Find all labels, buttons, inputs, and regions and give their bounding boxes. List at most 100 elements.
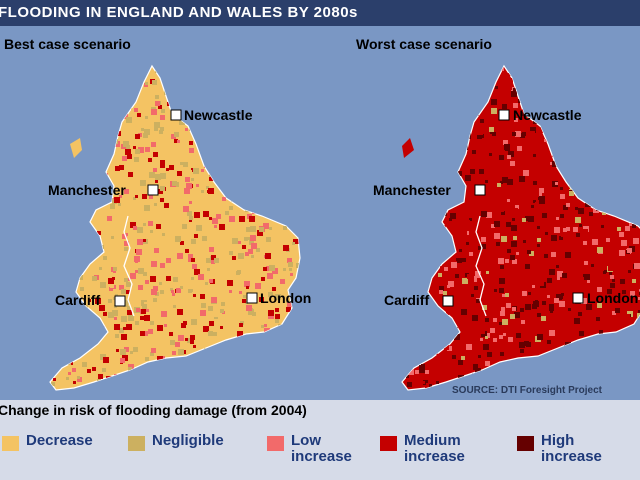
risk-cell — [402, 85, 407, 91]
risk-cell — [638, 297, 640, 300]
risk-cell — [447, 285, 450, 288]
risk-cell — [423, 124, 429, 130]
risk-cell — [84, 126, 89, 131]
risk-cell — [561, 165, 567, 171]
risk-cell — [125, 233, 128, 236]
risk-cell — [148, 382, 154, 388]
risk-cell — [194, 269, 200, 275]
risk-cell — [571, 204, 577, 210]
risk-cell — [597, 303, 602, 308]
risk-cell — [565, 252, 571, 258]
risk-cell — [461, 356, 465, 360]
risk-cell — [507, 78, 513, 84]
risk-cell — [499, 368, 503, 372]
risk-cell — [548, 209, 553, 214]
risk-cell — [576, 263, 582, 269]
risk-cell — [579, 331, 584, 336]
risk-cell — [619, 232, 624, 237]
risk-cell — [255, 383, 259, 387]
risk-cell — [248, 378, 252, 382]
risk-cell — [283, 348, 287, 352]
risk-cell — [426, 137, 432, 143]
risk-cell — [553, 83, 558, 88]
risk-cell — [402, 80, 405, 83]
risk-cell — [220, 211, 224, 215]
risk-cell — [414, 62, 417, 65]
risk-cell — [73, 112, 78, 117]
risk-cell — [538, 127, 544, 133]
risk-cell — [274, 386, 277, 389]
risk-cell — [517, 146, 522, 151]
risk-cell — [525, 216, 530, 221]
risk-cell — [191, 319, 197, 325]
risk-cell — [127, 372, 130, 375]
risk-cell — [627, 360, 631, 364]
risk-cell — [143, 223, 146, 226]
risk-cell — [180, 62, 184, 66]
risk-cell — [296, 263, 300, 268]
risk-cell — [558, 373, 562, 377]
risk-cell — [170, 288, 173, 291]
risk-cell — [285, 152, 291, 158]
risk-cell — [72, 111, 75, 114]
risk-cell — [85, 133, 90, 138]
risk-cell — [265, 388, 268, 390]
risk-cell — [97, 231, 101, 235]
risk-cell — [619, 96, 625, 102]
risk-cell — [425, 313, 430, 318]
risk-cell — [497, 183, 501, 187]
risk-cell — [110, 102, 115, 107]
risk-cell — [51, 331, 56, 336]
risk-cell — [50, 276, 53, 280]
risk-cell — [126, 282, 131, 287]
risk-cell — [582, 374, 588, 380]
risk-cell — [278, 145, 282, 149]
risk-cell — [493, 318, 497, 322]
risk-cell — [99, 267, 102, 270]
risk-cell — [560, 194, 565, 199]
risk-cell — [414, 224, 417, 227]
risk-cell — [213, 159, 217, 163]
city-label-london-best: London — [260, 290, 312, 306]
risk-cell — [55, 113, 58, 116]
risk-cell — [128, 315, 134, 321]
risk-cell — [412, 172, 415, 175]
risk-cell — [270, 85, 274, 89]
map-title: FLOODING IN ENGLAND AND WALES BY 2080s — [0, 4, 358, 21]
risk-cell — [492, 132, 496, 136]
risk-cell — [502, 319, 508, 325]
risk-cell — [263, 223, 269, 229]
risk-cell — [270, 68, 273, 71]
risk-cell — [458, 378, 463, 383]
risk-cell — [598, 358, 604, 364]
risk-cell — [177, 218, 181, 222]
risk-cell — [267, 168, 273, 174]
risk-cell — [230, 152, 233, 155]
risk-cell — [432, 265, 435, 268]
risk-cell — [72, 204, 76, 208]
risk-cell — [504, 377, 510, 383]
risk-cell — [502, 231, 505, 234]
risk-cell — [429, 324, 434, 329]
risk-cell — [200, 375, 206, 381]
risk-cell — [50, 123, 54, 129]
risk-cell — [562, 273, 567, 278]
risk-cell — [68, 94, 73, 99]
risk-cell — [89, 385, 93, 389]
risk-cell — [280, 279, 285, 284]
risk-cell — [596, 380, 600, 384]
risk-cell — [549, 304, 554, 309]
risk-cell — [174, 139, 178, 143]
risk-cell — [248, 135, 252, 139]
risk-cell — [152, 80, 157, 85]
risk-cell — [191, 178, 194, 181]
risk-cell — [146, 365, 150, 369]
risk-cell — [512, 307, 516, 311]
risk-cell — [135, 195, 138, 198]
risk-cell — [402, 265, 407, 271]
risk-cell — [443, 291, 447, 295]
risk-cell — [102, 368, 106, 372]
risk-cell — [443, 166, 447, 170]
risk-cell — [592, 239, 598, 245]
risk-cell — [477, 278, 483, 284]
